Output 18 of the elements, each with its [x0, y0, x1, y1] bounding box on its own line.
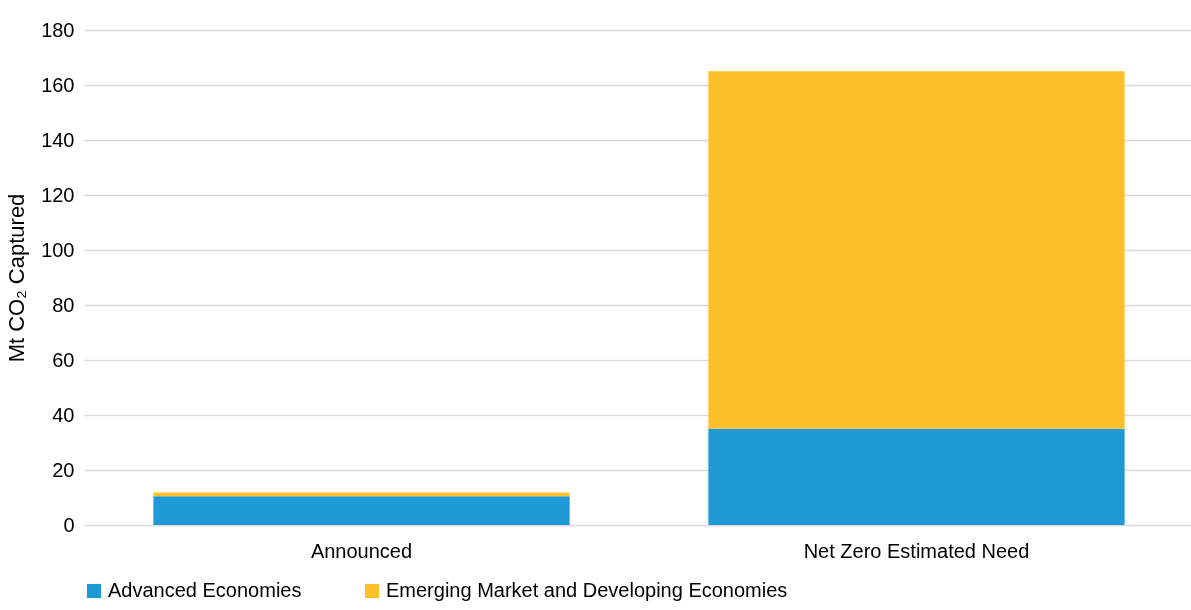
y-tick-label: 160 — [41, 73, 75, 96]
y-tick-label: 40 — [52, 403, 75, 426]
y-tick-label: 140 — [41, 128, 75, 151]
y-axis-title: Mt CO₂ Captured — [4, 193, 30, 363]
y-tick-label: 180 — [41, 18, 75, 41]
legend-label: Emerging Market and Developing Economies — [386, 579, 788, 601]
y-tick-label: 20 — [52, 458, 75, 481]
y-tick-label: 120 — [41, 183, 75, 206]
bar — [153, 496, 570, 525]
y-tick-label: 100 — [41, 238, 75, 261]
x-tick-label: Announced — [310, 539, 413, 562]
bar — [708, 71, 1125, 429]
legend-label: Advanced Economies — [108, 579, 302, 601]
y-tick-label: 0 — [63, 513, 75, 536]
bar — [708, 428, 1125, 525]
x-tick-label: Net Zero Estimated Need — [803, 539, 1030, 562]
y-tick-label: 60 — [52, 348, 75, 371]
y-tick-label: 80 — [52, 293, 75, 316]
